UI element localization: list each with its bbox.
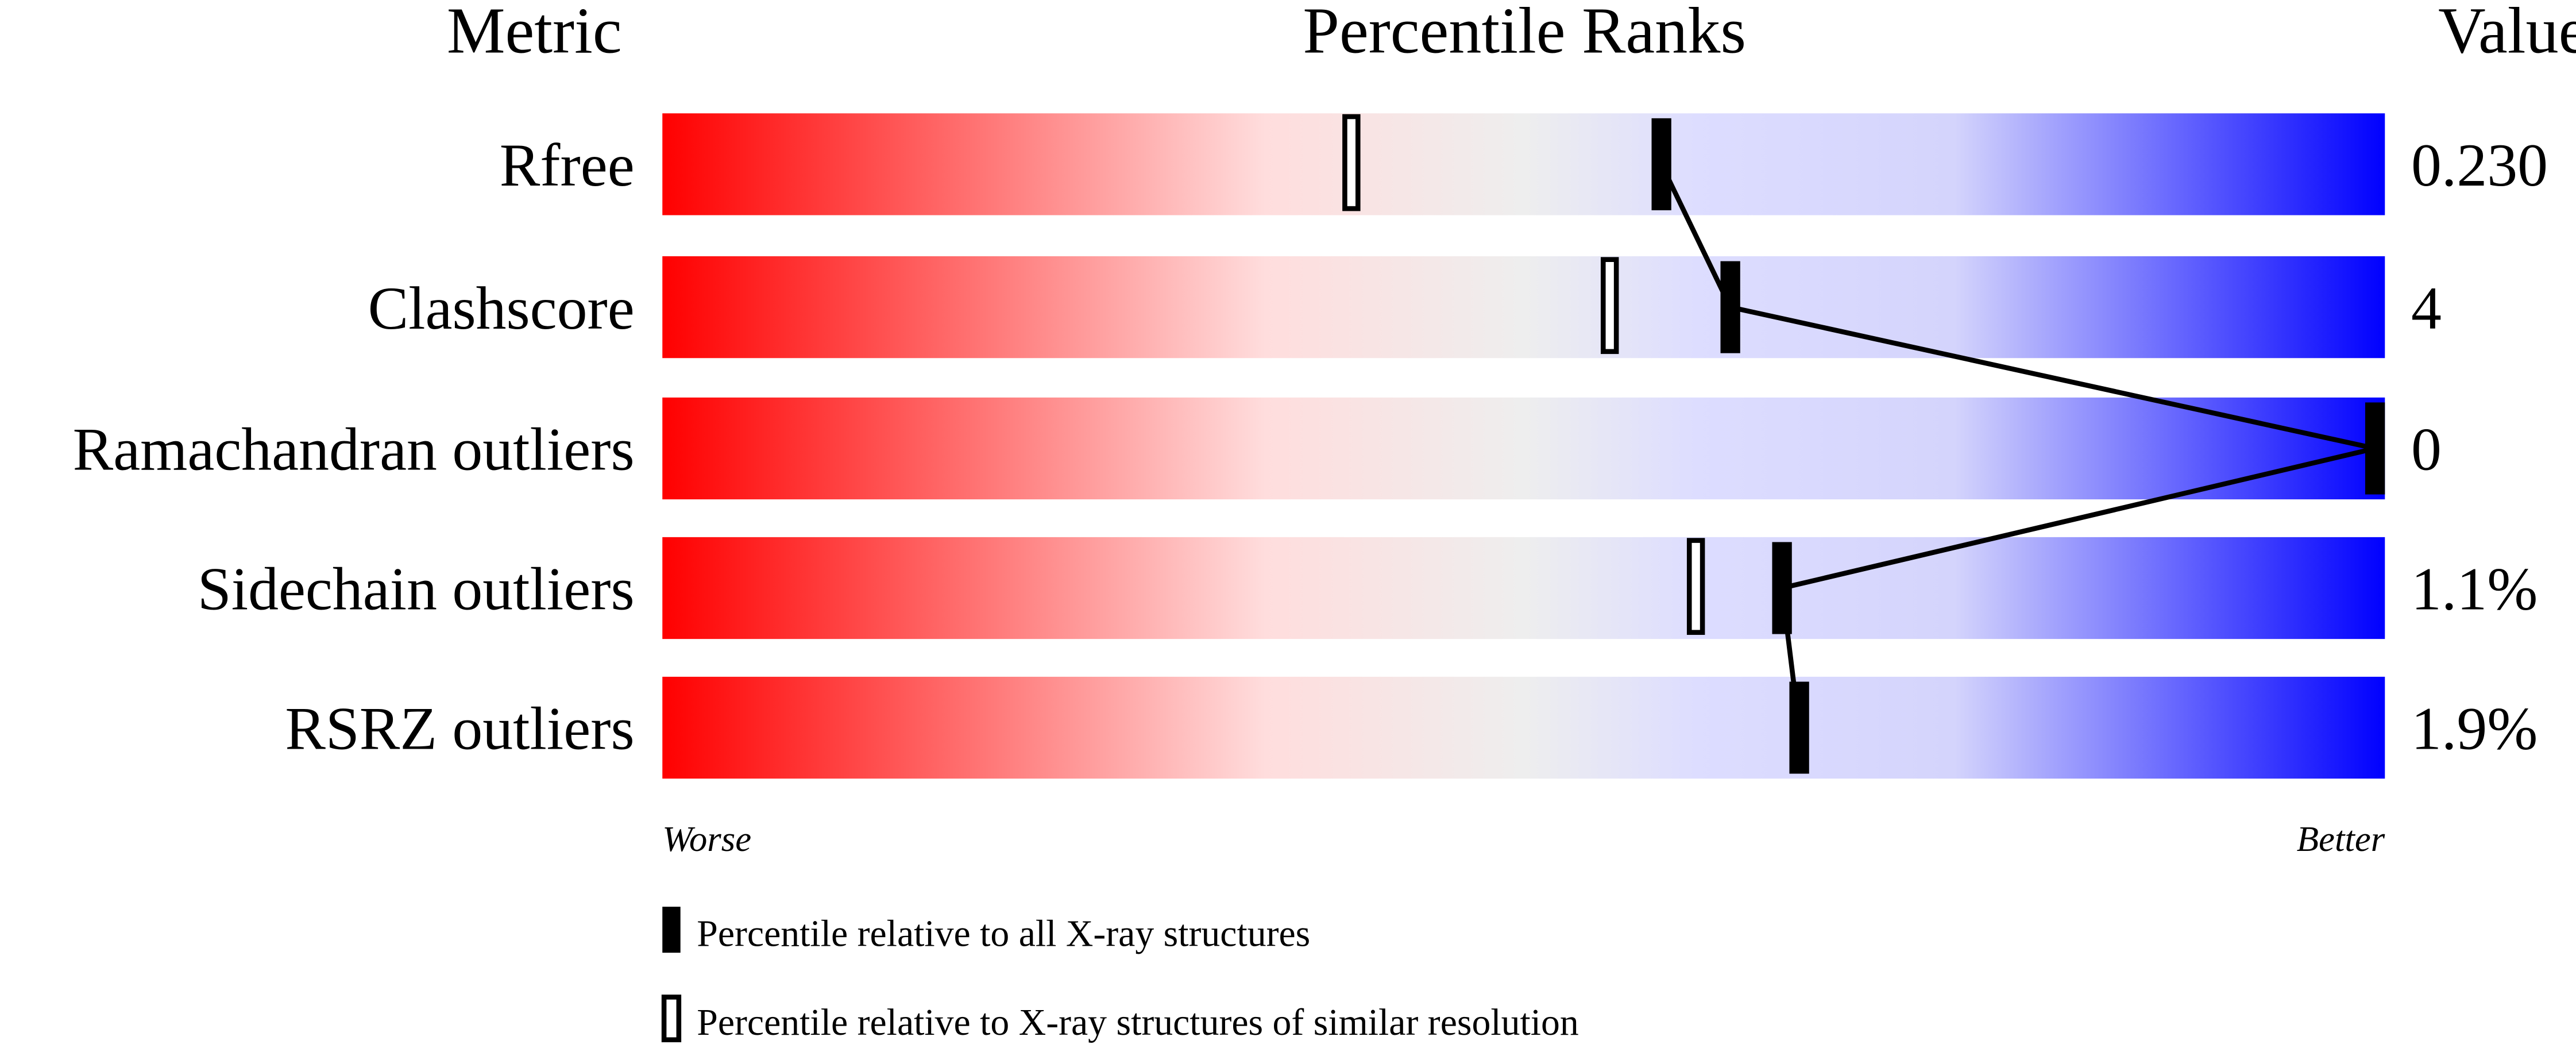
- metric-value: 0.230: [2411, 132, 2548, 199]
- percentile-all-marker: [1789, 681, 1809, 774]
- better-label: Better: [2297, 819, 2385, 859]
- percentile-similar-marker: [1686, 538, 1705, 635]
- percentile-bar: [662, 397, 2385, 500]
- metric-label: Rfree: [500, 132, 635, 199]
- percentile-bar: [662, 676, 2385, 779]
- percentile-all-marker: [1651, 118, 1671, 210]
- legend-filled-marker: [662, 907, 681, 953]
- metric-label: Sidechain outliers: [198, 556, 635, 623]
- percentile-similar-marker: [1600, 257, 1619, 355]
- legend-filled-label: Percentile relative to all X-ray structu…: [697, 913, 1310, 955]
- metric-label: Clashscore: [368, 275, 635, 342]
- percentile-bar: [662, 256, 2385, 359]
- metric-value: 0: [2411, 416, 2442, 483]
- header-metric: Metric: [447, 0, 622, 67]
- percentile-bar: [662, 537, 2385, 639]
- percentile-similar-marker: [1342, 114, 1361, 211]
- percentile-all-marker: [2365, 402, 2385, 495]
- percentile-all-marker: [1772, 542, 1792, 634]
- header-percentile-ranks: Percentile Ranks: [1303, 0, 1746, 67]
- header-value: Value: [2438, 0, 2576, 67]
- legend-open-marker: [661, 995, 682, 1042]
- percentile-bar: [662, 113, 2385, 215]
- metric-label: Ramachandran outliers: [73, 416, 635, 483]
- worse-label: Worse: [662, 819, 751, 859]
- metric-value: 4: [2411, 275, 2442, 342]
- metric-label: RSRZ outliers: [285, 695, 634, 762]
- legend-open-label: Percentile relative to X-ray structures …: [697, 1001, 1578, 1043]
- percentile-all-marker: [1720, 261, 1740, 353]
- metric-value: 1.1%: [2411, 556, 2538, 623]
- metric-value: 1.9%: [2411, 695, 2538, 762]
